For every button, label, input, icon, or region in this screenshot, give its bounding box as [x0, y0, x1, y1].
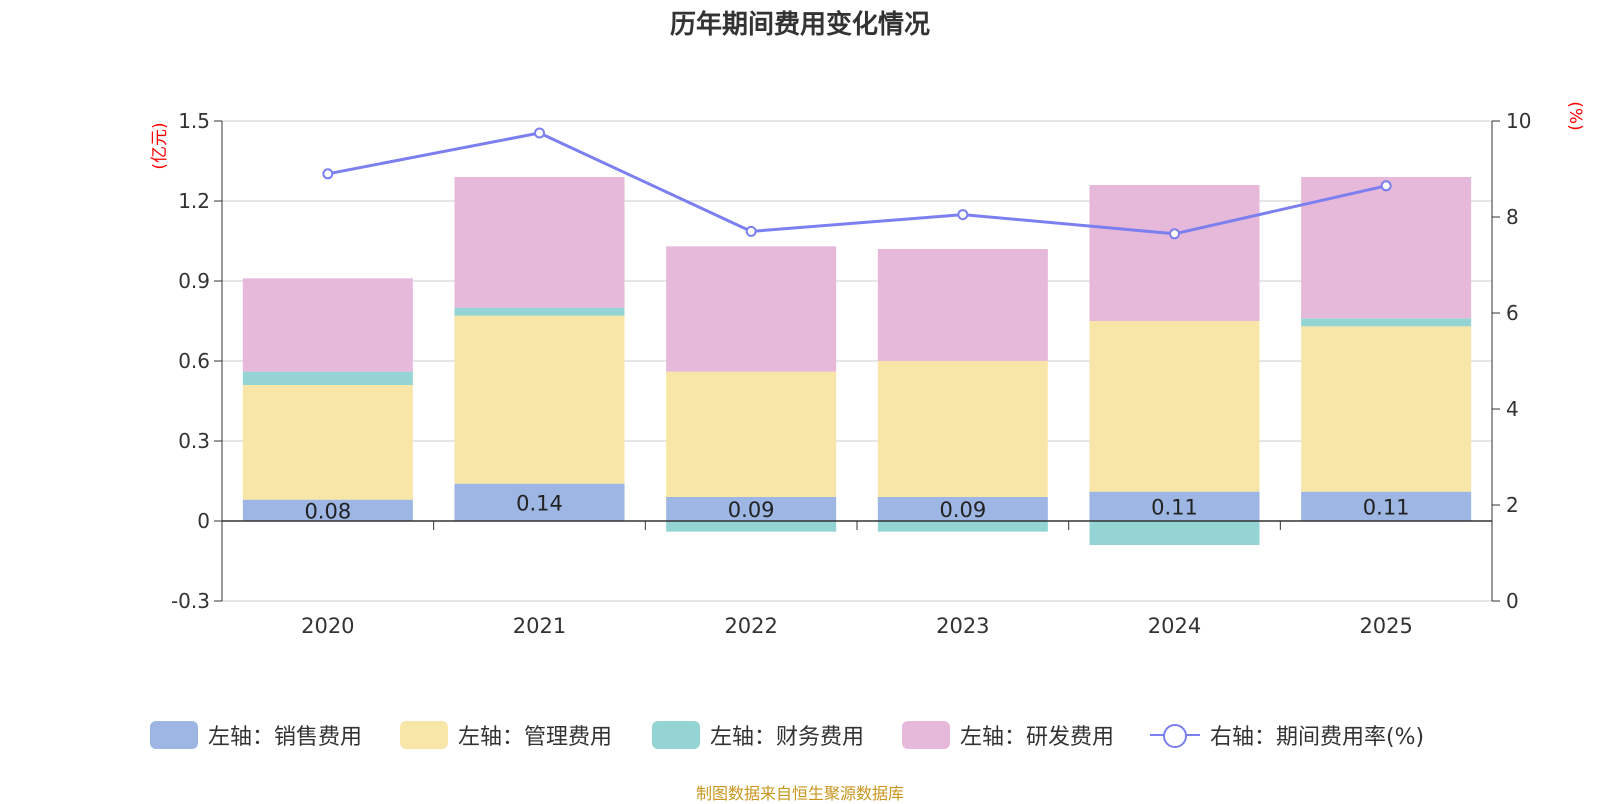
legend-item-rate[interactable]: 右轴：期间费用率(%)	[1150, 718, 1424, 752]
bar-rnd-2021	[454, 177, 625, 308]
legend-label-finance: 左轴：财务费用	[710, 725, 865, 750]
bar-admin-2024	[1089, 321, 1260, 492]
data-label-sales: 0.14	[516, 491, 563, 515]
legend-label-rate: 右轴：期间费用率(%)	[1210, 725, 1425, 750]
x-tick-label: 2021	[513, 614, 566, 638]
bar-admin-2021	[454, 315, 625, 484]
data-label-sales: 0.09	[728, 498, 775, 522]
x-tick-label: 2025	[1359, 614, 1412, 638]
data-label-sales: 0.11	[1363, 495, 1410, 519]
bar-admin-2022	[666, 371, 837, 497]
right-tick-label: 2	[1506, 493, 1519, 517]
bar-sales-2021	[454, 483, 625, 521]
bar-sales-2024	[1089, 491, 1260, 521]
x-tick-label: 2022	[724, 614, 777, 638]
right-tick-label: 0	[1506, 589, 1519, 613]
legend-label-sales: 左轴：销售费用	[208, 725, 363, 750]
bar-sales-2023	[877, 497, 1048, 521]
legend-swatch-finance	[652, 721, 700, 749]
bar-finance-2020	[242, 371, 413, 385]
bar-finance-2024	[1089, 521, 1260, 545]
bar-sales-2025	[1301, 491, 1472, 521]
x-tick-label: 2020	[301, 614, 354, 638]
right-tick-label: 4	[1506, 397, 1519, 421]
legend-item-finance[interactable]: 左轴：财务费用	[652, 718, 864, 752]
x-tick-label: 2024	[1148, 614, 1201, 638]
data-label-sales: 0.09	[939, 498, 986, 522]
legend-swatch-admin	[400, 721, 448, 749]
right-tick-label: 8	[1506, 205, 1519, 229]
data-label-sales: 0.08	[304, 499, 351, 523]
rate-point-2025	[1380, 180, 1392, 192]
legend-item-sales[interactable]: 左轴：销售费用	[150, 718, 362, 752]
bar-sales-2022	[666, 497, 837, 521]
data-source-note: 制图数据来自恒生聚源数据库	[695, 784, 904, 803]
chart-title: 历年期间费用变化情况	[669, 10, 930, 40]
right-tick-label: 6	[1506, 301, 1519, 325]
left-axis-unit-label: (亿元)	[150, 122, 170, 169]
bar-finance-2025	[1301, 318, 1472, 327]
bar-admin-2023	[877, 361, 1048, 497]
legend-label-rnd: 左轴：研发费用	[960, 725, 1115, 750]
rate-point-2020	[322, 168, 334, 180]
legend: 左轴：销售费用 左轴：管理费用 左轴：财务费用 左轴：研发费用 右轴：期间费用率…	[0, 718, 1600, 752]
left-tick-label: 1.5	[178, 109, 210, 133]
legend-label-admin: 左轴：管理费用	[458, 725, 613, 750]
bar-rnd-2023	[877, 249, 1048, 361]
left-tick-label: 0.3	[178, 429, 210, 453]
rate-point-2021	[534, 127, 545, 139]
right-tick-label: 10	[1506, 109, 1531, 133]
x-tick-label: 2023	[936, 614, 989, 638]
bar-finance-2022	[666, 521, 837, 532]
legend-item-admin[interactable]: 左轴：管理费用	[400, 718, 612, 752]
bar-sales-2020	[242, 499, 413, 521]
left-tick-label: 0.9	[178, 269, 210, 293]
left-tick-label: 0.6	[178, 349, 210, 373]
bar-rnd-2022	[666, 246, 837, 372]
bar-rnd-2025	[1301, 177, 1472, 319]
bar-finance-2023	[877, 521, 1048, 532]
bar-rnd-2020	[242, 278, 413, 372]
left-tick-label: -0.3	[171, 589, 210, 613]
legend-line-marker-icon	[1150, 721, 1200, 749]
rate-point-2024	[1169, 228, 1180, 240]
left-tick-label: 1.2	[178, 189, 210, 213]
data-label-sales: 0.11	[1151, 495, 1198, 519]
rate-line	[327, 131, 1387, 236]
bar-admin-2020	[242, 385, 413, 500]
bar-admin-2025	[1301, 326, 1472, 492]
bar-rnd-2024	[1089, 185, 1260, 321]
rate-point-2022	[745, 225, 757, 237]
legend-swatch-rnd	[902, 721, 950, 749]
left-tick-label: 0	[197, 509, 210, 533]
bar-finance-2021	[454, 307, 625, 316]
legend-swatch-sales	[150, 721, 198, 749]
legend-item-rnd[interactable]: 左轴：研发费用	[902, 718, 1114, 752]
right-axis-unit-label: (%)	[1565, 101, 1585, 130]
rate-point-2023	[957, 209, 969, 221]
